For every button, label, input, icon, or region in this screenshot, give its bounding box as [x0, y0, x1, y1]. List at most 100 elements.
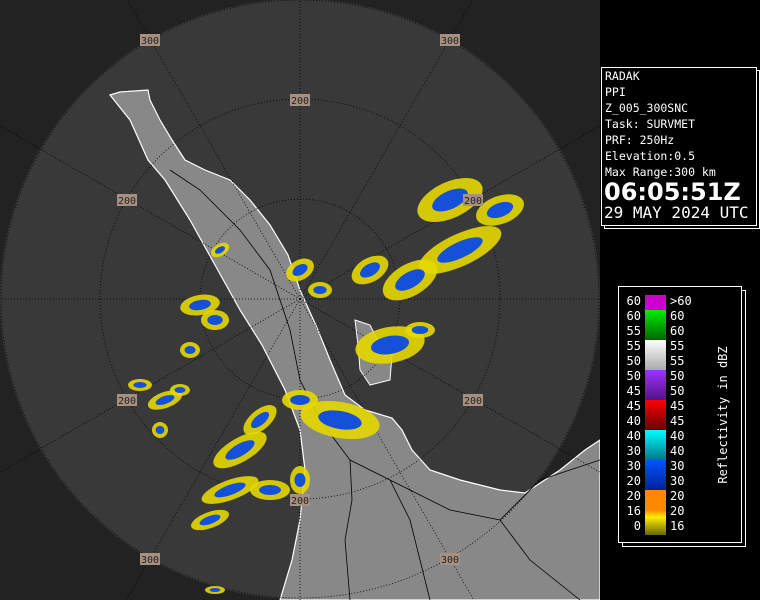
range-label: 200: [118, 396, 136, 407]
echo-moderate: [360, 262, 380, 278]
echo-moderate: [292, 264, 308, 276]
info-product-id: Z_005_300SNC: [605, 101, 689, 115]
range-label-bg: [140, 553, 160, 565]
info-radar-name: RADAK: [605, 69, 640, 83]
legend-upper-bound: 45: [670, 414, 685, 428]
echo-moderate: [290, 395, 310, 405]
legend-upper-bound: 40: [670, 429, 685, 443]
legend-lower-bound: 50: [626, 369, 641, 383]
info-product: PPI: [605, 85, 626, 99]
range-label: 200: [464, 196, 482, 207]
legend-lower-bound: 60: [626, 309, 641, 323]
legend-lower-bound: 50: [626, 354, 641, 368]
reflectivity-echoes: [128, 177, 524, 594]
legend-upper-bound: 16: [670, 519, 685, 533]
echo-moderate: [318, 410, 362, 430]
legend-upper-bound: 50: [670, 384, 685, 398]
range-label-bg: [290, 494, 310, 506]
range-label: 200: [291, 96, 309, 107]
echo-moderate: [209, 588, 221, 592]
legend-upper-bound: 20: [670, 489, 685, 503]
legend-upper-bound: 60: [670, 324, 685, 338]
range-label-bg: [440, 553, 460, 565]
range-label: 200: [291, 496, 309, 507]
range-label-bg: [290, 94, 310, 106]
range-label: 300: [441, 555, 459, 566]
range-label-bg: [117, 394, 137, 406]
azimuth-spoke: [125, 298, 301, 600]
azimuth-spoke: [299, 298, 600, 473]
echo-moderate: [199, 514, 221, 526]
radar-ppi-map: 300 300 200 200 200 200 200 200 300 300: [0, 0, 600, 600]
range-label: 200: [118, 196, 136, 207]
echo-moderate: [411, 326, 429, 334]
range-label-bg: [463, 394, 483, 406]
echo-moderate: [259, 485, 281, 495]
range-label: 200: [464, 396, 482, 407]
legend-upper-bound: 30: [670, 474, 685, 488]
echo-moderate: [370, 335, 410, 355]
echo-moderate: [214, 482, 246, 498]
legend-upper-bound: 30: [670, 459, 685, 473]
azimuth-spoke: [0, 298, 301, 473]
info-task: Task: SURVMET: [605, 117, 696, 131]
info-max-range: Max Range:300 km: [605, 165, 716, 179]
echo-moderate: [133, 382, 147, 388]
legend-upper-bound: 50: [670, 369, 685, 383]
range-label-bg: [117, 194, 137, 206]
azimuth-spoke: [299, 298, 475, 600]
range-labels: 300 300 200 200 200 200 200 200 300 300: [117, 34, 483, 566]
legend-lower-bound: 0: [633, 519, 641, 533]
range-label: 300: [141, 555, 159, 566]
echo-moderate: [313, 286, 327, 294]
echo-moderate: [225, 440, 255, 460]
legend-upper-bound: 45: [670, 399, 685, 413]
range-label-bg: [140, 34, 160, 46]
echo-moderate: [189, 299, 211, 311]
legend-lower-bound: 20: [626, 489, 641, 503]
azimuth-spoke: [0, 125, 301, 300]
legend-upper-bound: 55: [670, 339, 685, 353]
echo-moderate: [174, 387, 186, 393]
echo-moderate: [486, 201, 514, 219]
legend-upper-bound: >60: [670, 294, 692, 308]
echo-moderate: [294, 473, 306, 487]
range-ring: [0, 0, 600, 599]
info-prf: PRF: 250Hz: [605, 133, 675, 147]
range-label-bg: [440, 34, 460, 46]
legend-lower-bound: 55: [626, 339, 641, 353]
legend-lower-bound: 20: [626, 474, 641, 488]
legend-lower-bound: 40: [626, 429, 641, 443]
echo-moderate: [215, 246, 225, 254]
echo-moderate: [432, 188, 468, 212]
legend-upper-bound: 20: [670, 504, 685, 518]
info-date: 29 MAY 2024 UTC: [604, 203, 749, 222]
legend-lower-bound: 45: [626, 399, 641, 413]
azimuth-spoke: [299, 125, 600, 300]
legend-lower-bound: 60: [626, 294, 641, 308]
echo-moderate: [184, 346, 196, 354]
info-elevation: Elevation:0.5: [605, 149, 696, 163]
legend-upper-bound: 55: [670, 354, 685, 368]
reflectivity-legend: 60 60 55 55 50 50 45 45 40 40 30 30 20 20 16 0 >60 60 60 5…: [618, 286, 742, 543]
echo-moderate: [155, 394, 175, 406]
legend-upper-bound: 40: [670, 444, 685, 458]
echo-moderate: [155, 426, 165, 434]
echo-moderate: [250, 411, 270, 429]
info-time: 06:05:51Z: [604, 178, 741, 206]
echo-moderate: [395, 269, 425, 291]
legend-color-bar: [645, 295, 666, 535]
legend-lower-bound: 55: [626, 324, 641, 338]
range-label: 300: [141, 36, 159, 47]
legend-lower-bound: 16: [626, 504, 641, 518]
northland-peninsula: [108, 89, 600, 600]
azimuth-spoke: [299, 0, 473, 300]
azimuth-spoke: [127, 0, 301, 300]
legend-lower-bound: 30: [626, 459, 641, 473]
legend-lower-bound: 45: [626, 384, 641, 398]
legend-upper-bound: 60: [670, 309, 685, 323]
legend-title: Reflectivity in dBZ: [716, 346, 730, 484]
echo-moderate: [207, 315, 223, 325]
legend-lower-bound: 40: [626, 414, 641, 428]
info-panel: RADAK PPI Z_005_300SNC Task: SURVMET PRF…: [601, 67, 757, 226]
